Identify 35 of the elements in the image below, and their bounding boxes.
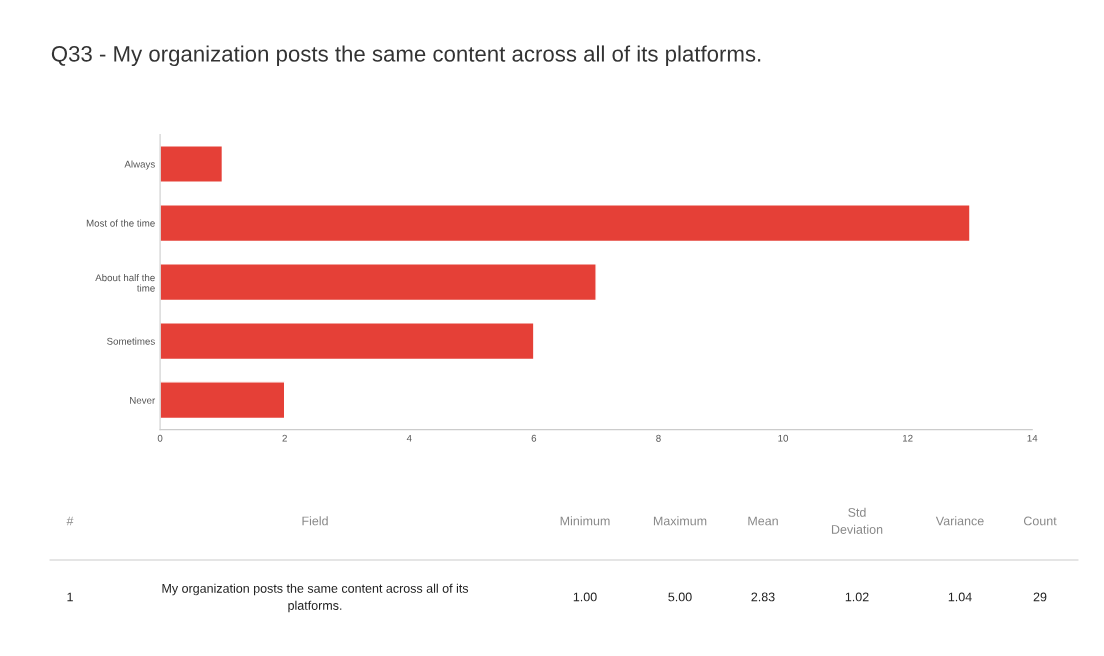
text: 1 [67, 592, 73, 602]
bar [160, 145, 224, 183]
x-tick-label: 0 [157, 434, 163, 442]
text: Minimum [560, 516, 610, 526]
bar [160, 322, 535, 361]
text: 1.00 [573, 592, 597, 602]
bar [160, 263, 597, 302]
x-tick-label: 10 [778, 434, 789, 442]
x-tick-label: 2 [282, 434, 287, 442]
text: 29 [1033, 592, 1047, 602]
text: 1.02 [845, 592, 869, 602]
x-tick-label: 12 [902, 434, 913, 442]
y-tick-label: Always [124, 160, 155, 170]
text: My organization posts the same content across all of its platforms. [162, 583, 469, 613]
text: 2.83 [751, 592, 775, 602]
text: 5.00 [668, 592, 692, 602]
y-tick-label: Never [130, 396, 156, 404]
text: Variance [935, 516, 984, 526]
x-tick-label: 4 [406, 434, 412, 442]
bar [160, 204, 971, 243]
y-tick-label: Most of the time [86, 219, 155, 227]
x-tick-label: 6 [531, 434, 537, 442]
text: Maximum [653, 516, 707, 526]
text: 1.04 [948, 592, 972, 602]
text: # [66, 516, 74, 526]
chart-title: Q33 - My organization posts the same content across all of its platforms. [51, 45, 761, 67]
y-tick-label: About half the time [95, 274, 155, 292]
text: Field [302, 516, 328, 526]
text: Count [1023, 516, 1057, 526]
x-tick-label: 14 [1027, 434, 1038, 442]
bar [160, 381, 286, 420]
text: Std Deviation [831, 507, 883, 534]
y-tick-label: Sometimes [107, 337, 155, 345]
x-tick-label: 8 [656, 434, 661, 442]
text: Mean [748, 516, 778, 526]
